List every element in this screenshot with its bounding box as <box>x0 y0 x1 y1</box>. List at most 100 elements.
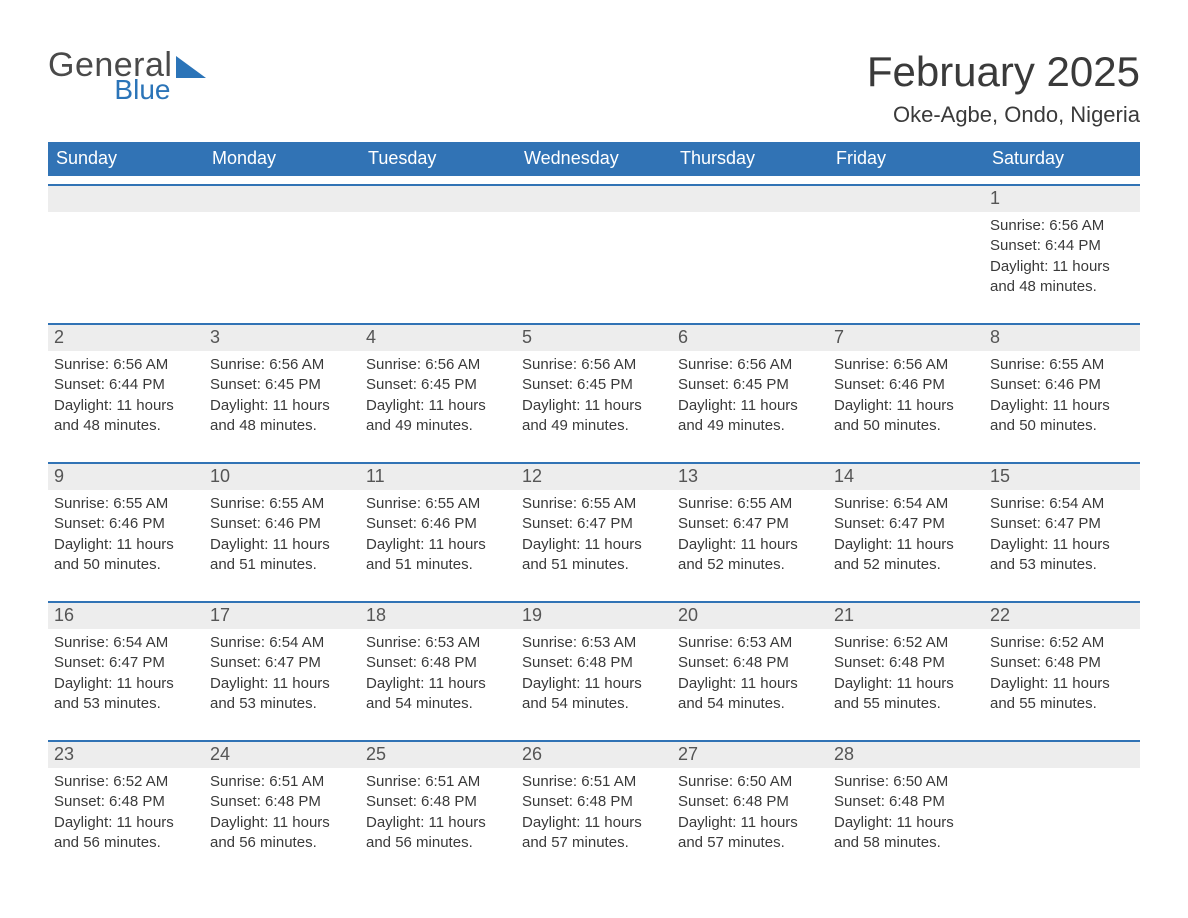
sunset-line: Sunset: 6:48 PM <box>834 653 978 673</box>
day-number <box>360 186 516 212</box>
sunrise-value: 6:56 AM <box>425 356 480 373</box>
weekday-label: Sunday <box>48 142 204 176</box>
sunrise-label: Sunrise: <box>366 495 425 512</box>
sunrise-line: Sunrise: 6:56 AM <box>210 355 354 375</box>
daylight-line: Daylight: 11 hours and 56 minutes. <box>366 813 510 854</box>
daylight-label: Daylight: <box>210 675 273 692</box>
day-number: 6 <box>672 325 828 351</box>
day-number: 4 <box>360 325 516 351</box>
sunrise-value: 6:52 AM <box>1049 634 1104 651</box>
sunrise-label: Sunrise: <box>522 356 581 373</box>
sunset-value: 6:47 PM <box>109 654 165 671</box>
sunrise-line: Sunrise: 6:56 AM <box>54 355 198 375</box>
sunset-value: 6:47 PM <box>733 515 789 532</box>
sunset-value: 6:45 PM <box>577 376 633 393</box>
sunset-value: 6:48 PM <box>109 793 165 810</box>
day-number <box>828 186 984 212</box>
daylight-line: Daylight: 11 hours and 49 minutes. <box>678 396 822 437</box>
daylight-label: Daylight: <box>834 397 897 414</box>
daylight-label: Daylight: <box>522 675 585 692</box>
daylight-line: Daylight: 11 hours and 58 minutes. <box>834 813 978 854</box>
daylight-label: Daylight: <box>54 814 117 831</box>
sunrise-line: Sunrise: 6:52 AM <box>990 633 1134 653</box>
sunrise-value: 6:54 AM <box>893 495 948 512</box>
sunrise-label: Sunrise: <box>834 495 893 512</box>
sunrise-value: 6:55 AM <box>269 495 324 512</box>
sunset-label: Sunset: <box>834 376 889 393</box>
sunrise-label: Sunrise: <box>54 773 113 790</box>
weekday-label: Saturday <box>984 142 1140 176</box>
sunrise-line: Sunrise: 6:54 AM <box>210 633 354 653</box>
day-cell: Sunrise: 6:52 AMSunset: 6:48 PM Daylight:… <box>48 768 204 871</box>
day-cell: Sunrise: 6:55 AMSunset: 6:47 PMDaylight:… <box>672 490 828 593</box>
header: General Blue February 2025 Oke-Agbe, Ond… <box>48 48 1140 128</box>
day-cell: Sunrise: 6:55 AMSunset: 6:46 PMDaylight:… <box>984 351 1140 454</box>
sunset-value: 6:45 PM <box>265 376 321 393</box>
sunrise-label: Sunrise: <box>210 634 269 651</box>
sunrise-label: Sunrise: <box>210 495 269 512</box>
month-title: February 2025 <box>867 48 1140 96</box>
sunrise-line: Sunrise: 6:54 AM <box>834 494 978 514</box>
sunset-line: Sunset: 6:47 PM <box>522 514 666 534</box>
daylight-label: Daylight: <box>990 258 1053 275</box>
daylight-line: Daylight: 11 hours and 50 minutes. <box>990 396 1134 437</box>
sunrise-value: 6:50 AM <box>893 773 948 790</box>
daylight-label: Daylight: <box>54 536 117 553</box>
brand-mark-icon <box>176 48 212 78</box>
sunset-value: 6:46 PM <box>421 515 477 532</box>
sunset-value: 6:48 PM <box>889 793 945 810</box>
daynum-row: 16171819202122 <box>48 601 1140 629</box>
sunrise-label: Sunrise: <box>834 356 893 373</box>
daylight-line: Daylight: 11 hours and 53 minutes. <box>990 535 1134 576</box>
daylight-label: Daylight: <box>990 397 1053 414</box>
sunset-label: Sunset: <box>522 793 577 810</box>
daylight-line: Daylight: 11 hours and 53 minutes. <box>210 674 354 715</box>
sunset-line: Sunset: 6:48 PM <box>990 653 1134 673</box>
daynum-row: 2345678 <box>48 323 1140 351</box>
daylight-line: Daylight: 11 hours and 48 minutes. <box>990 257 1134 298</box>
day-number: 15 <box>984 464 1140 490</box>
sunset-label: Sunset: <box>678 376 733 393</box>
daylight-label: Daylight: <box>366 397 429 414</box>
sunrise-value: 6:54 AM <box>269 634 324 651</box>
sunrise-value: 6:55 AM <box>581 495 636 512</box>
sunrise-value: 6:56 AM <box>581 356 636 373</box>
sunset-line: Sunset: 6:48 PM <box>522 792 666 812</box>
daylight-line: Daylight: 11 hours and 50 minutes. <box>834 396 978 437</box>
day-number <box>48 186 204 212</box>
daylight-label: Daylight: <box>366 675 429 692</box>
daylight-label: Daylight: <box>54 675 117 692</box>
sunset-line: Sunset: 6:47 PM <box>990 514 1134 534</box>
day-number: 8 <box>984 325 1140 351</box>
sunrise-value: 6:56 AM <box>1049 217 1104 234</box>
location: Oke-Agbe, Ondo, Nigeria <box>867 102 1140 128</box>
sunrise-line: Sunrise: 6:55 AM <box>54 494 198 514</box>
sunrise-value: 6:56 AM <box>737 356 792 373</box>
sunrise-line: Sunrise: 6:55 AM <box>678 494 822 514</box>
sunrise-line: Sunrise: 6:56 AM <box>990 216 1134 236</box>
sunset-label: Sunset: <box>210 376 265 393</box>
sunrise-value: 6:51 AM <box>581 773 636 790</box>
sunset-value: 6:47 PM <box>889 515 945 532</box>
sunset-label: Sunset: <box>54 793 109 810</box>
sunset-line: Sunset: 6:46 PM <box>834 375 978 395</box>
day-number: 19 <box>516 603 672 629</box>
weekday-label: Wednesday <box>516 142 672 176</box>
daylight-line: Daylight: 11 hours and 50 minutes. <box>54 535 198 576</box>
sunrise-value: 6:52 AM <box>113 773 168 790</box>
day-cell <box>828 212 984 315</box>
sunrise-line: Sunrise: 6:55 AM <box>210 494 354 514</box>
daylight-line: Daylight: 11 hours and 54 minutes. <box>522 674 666 715</box>
weeks-container: 1Sunrise: 6:56 AMSunset: 6:44 PMDaylight… <box>48 184 1140 871</box>
day-number: 21 <box>828 603 984 629</box>
daylight-line: Daylight: 11 hours and 54 minutes. <box>366 674 510 715</box>
sunset-label: Sunset: <box>366 376 421 393</box>
details-row: Sunrise: 6:54 AMSunset: 6:47 PMDaylight:… <box>48 629 1140 732</box>
day-number: 25 <box>360 742 516 768</box>
sunrise-value: 6:55 AM <box>737 495 792 512</box>
sunrise-label: Sunrise: <box>54 356 113 373</box>
day-cell: Sunrise: 6:56 AMSunset: 6:45 PMDaylight:… <box>672 351 828 454</box>
sunset-value: 6:44 PM <box>109 376 165 393</box>
daylight-label: Daylight: <box>990 675 1053 692</box>
day-cell: Sunrise: 6:54 AMSunset: 6:47 PMDaylight:… <box>828 490 984 593</box>
